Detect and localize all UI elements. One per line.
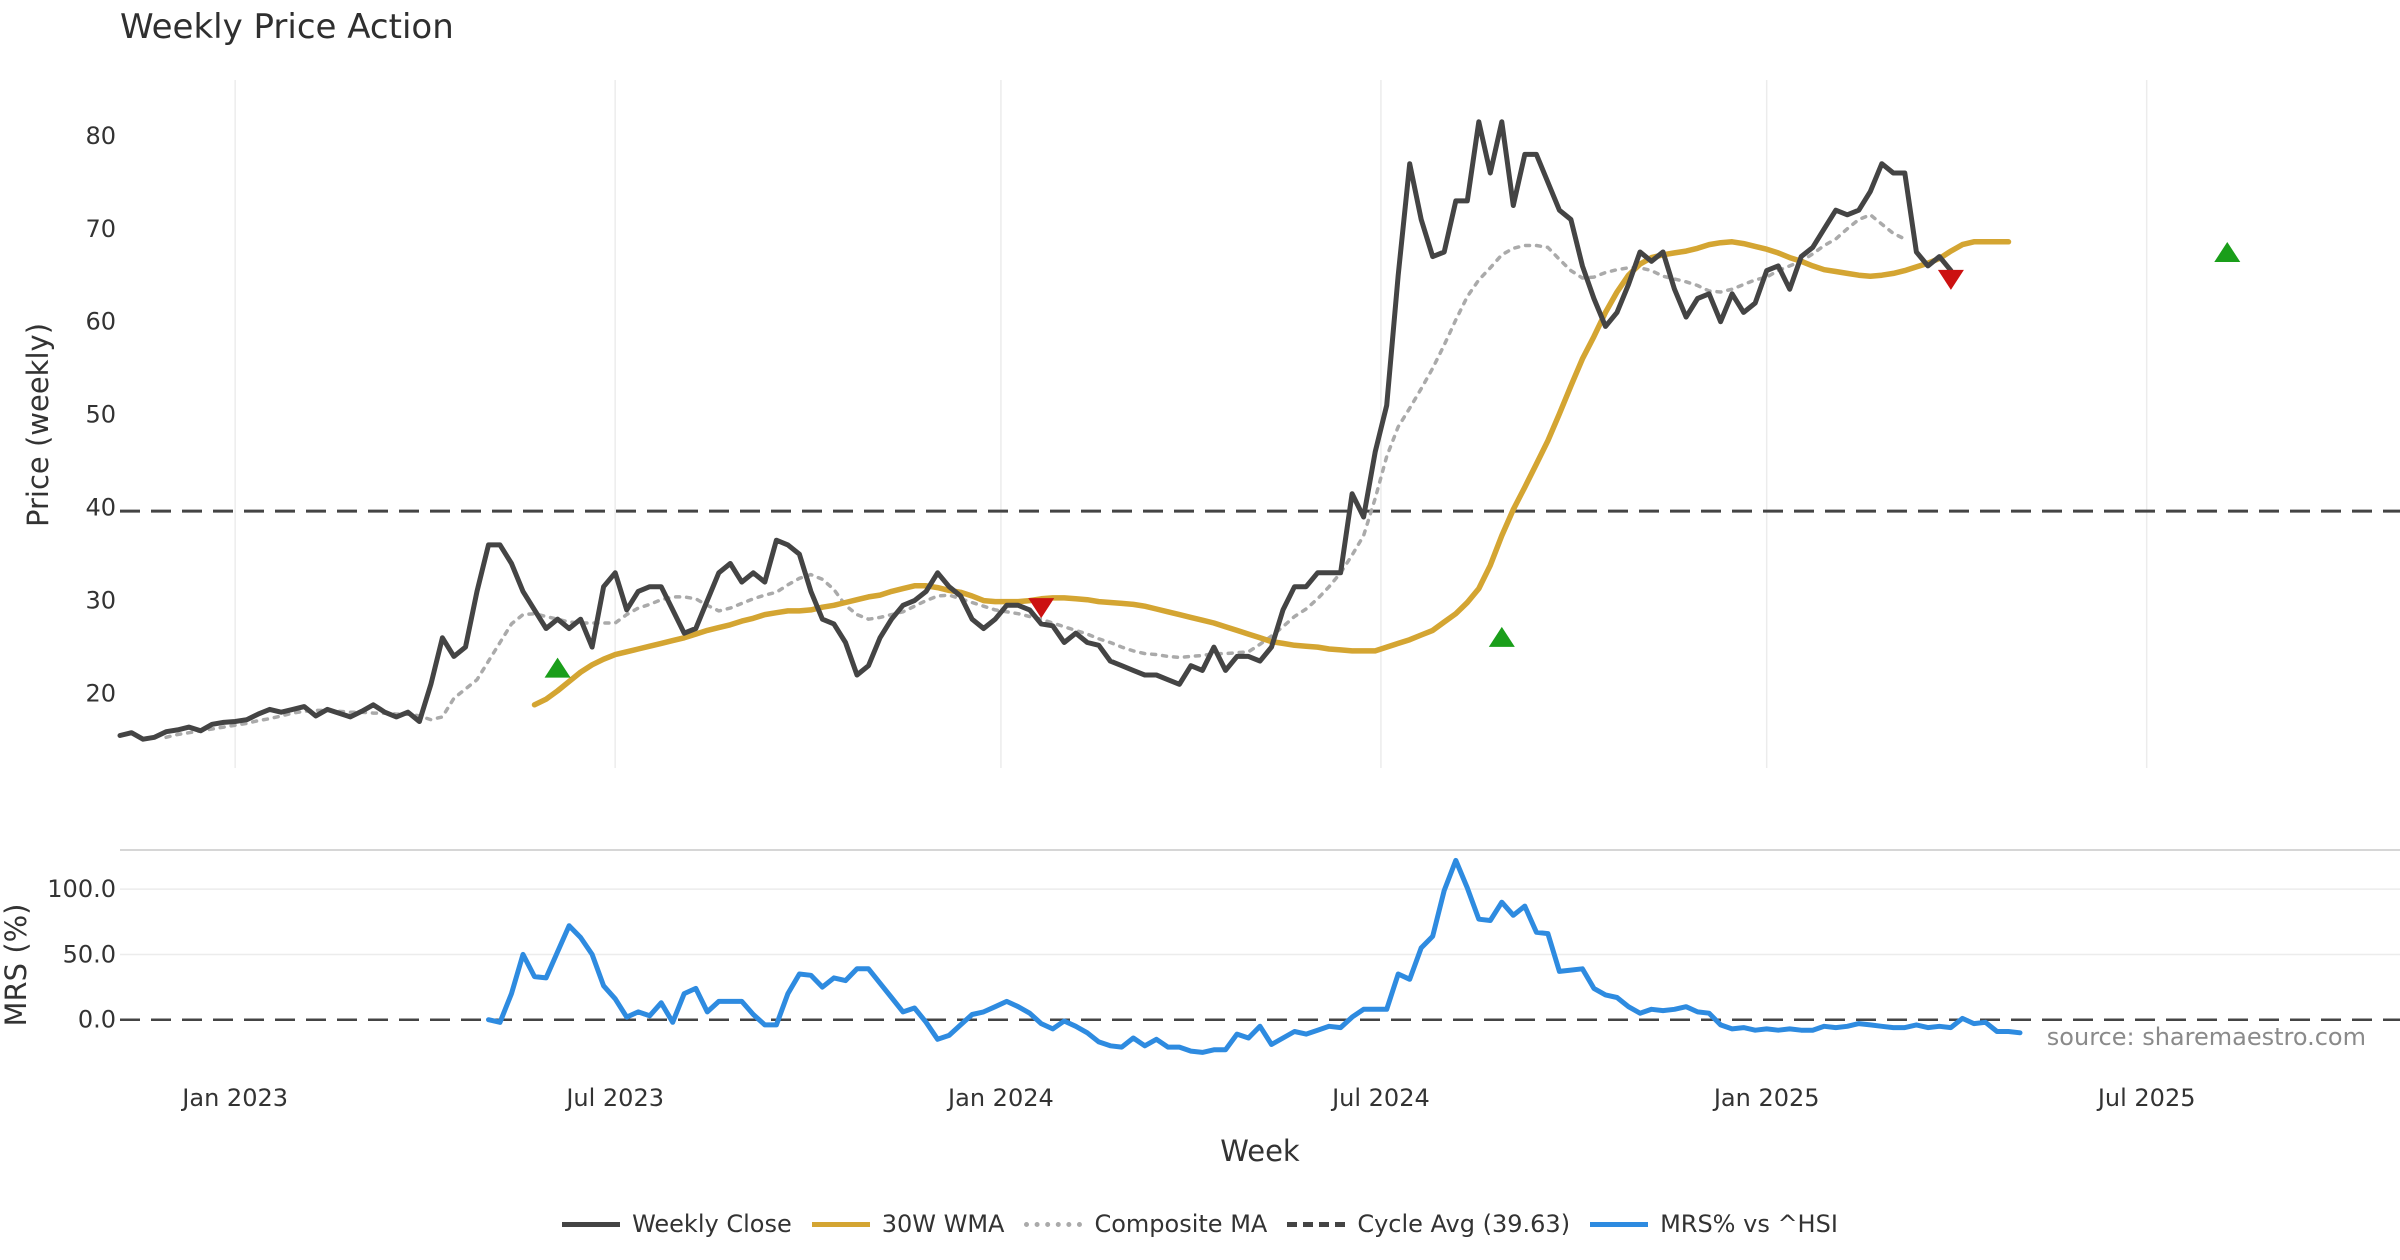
x-tick-label: Jan 2024 [946, 1084, 1054, 1112]
x-tick-label: Jul 2025 [2096, 1084, 2196, 1112]
mrs-line [486, 857, 2023, 1055]
price-y-tick-label: 80 [85, 122, 116, 150]
mrs-y-tick-label: 0.0 [78, 1006, 116, 1034]
legend-swatch [562, 1221, 621, 1227]
x-tick-label: Jul 2024 [1330, 1084, 1430, 1112]
sell-signal-marker [1937, 269, 1964, 290]
legend-label: 30W WMA [881, 1210, 1005, 1238]
price-panel: 20 30 40 50 60 70 80 [85, 80, 2400, 768]
legend-item: Composite MA [1024, 1210, 1267, 1238]
x-axis: Jan 2023 Jul 2023 Jan 2024 Jul 2024 Jan 2025… [180, 1084, 2195, 1112]
x-tick-label: Jul 2023 [564, 1084, 664, 1112]
composite-ma-line [164, 213, 1907, 740]
price-y-tick-label: 60 [85, 308, 116, 336]
legend-item: MRS% vs ^HSI [1590, 1210, 1838, 1238]
x-axis-label: Week [1220, 1134, 1300, 1168]
legend-swatch [1287, 1221, 1346, 1227]
legend-label: Cycle Avg (39.63) [1357, 1210, 1571, 1238]
legend-swatch [811, 1221, 870, 1227]
legend-swatch [1590, 1221, 1649, 1227]
price-axis-label: Price (weekly) [21, 323, 55, 527]
legend-label: Weekly Close [632, 1210, 792, 1238]
buy-signal-marker [544, 657, 571, 678]
legend-label: MRS% vs ^HSI [1660, 1210, 1838, 1238]
legend-item: Weekly Close [562, 1210, 792, 1238]
weekly-close-line [117, 119, 1954, 742]
mrs-panel: 0.0 50.0 100.0 [47, 849, 2400, 1055]
price-y-tick-label: 20 [85, 680, 116, 708]
price-y-tick-label: 40 [85, 494, 116, 522]
price-y-tick-label: 50 [85, 401, 116, 429]
price-y-tick-label: 70 [85, 215, 116, 243]
legend-item: Cycle Avg (39.63) [1287, 1210, 1570, 1238]
mrs-y-tick-label: 50.0 [63, 940, 116, 968]
legend-swatch [1024, 1221, 1083, 1227]
x-tick-label: Jan 2023 [180, 1084, 288, 1112]
price-y-tick-label: 30 [85, 587, 116, 615]
x-tick-label: Jan 2025 [1712, 1084, 1820, 1112]
buy-signal-marker [1488, 626, 1515, 647]
chart-legend: Weekly Close 30W WMA Composite MA Cycle Avg… [0, 1210, 2400, 1238]
chart-svg: Weekly Price Action 20 30 40 50 60 70 80 0.0 50… [0, 7, 2400, 1168]
sell-signal-marker [1028, 598, 1055, 619]
legend-label: Composite MA [1094, 1210, 1268, 1238]
chart-title: Weekly Price Action [120, 7, 454, 47]
legend-item: 30W WMA [811, 1210, 1005, 1238]
buy-signal-marker [2214, 242, 2241, 262]
mrs-y-tick-label: 100.0 [47, 875, 116, 903]
mrs-axis-label: MRS (%) [0, 904, 33, 1027]
source-note: source: sharemaestro.com [2047, 1023, 2366, 1051]
